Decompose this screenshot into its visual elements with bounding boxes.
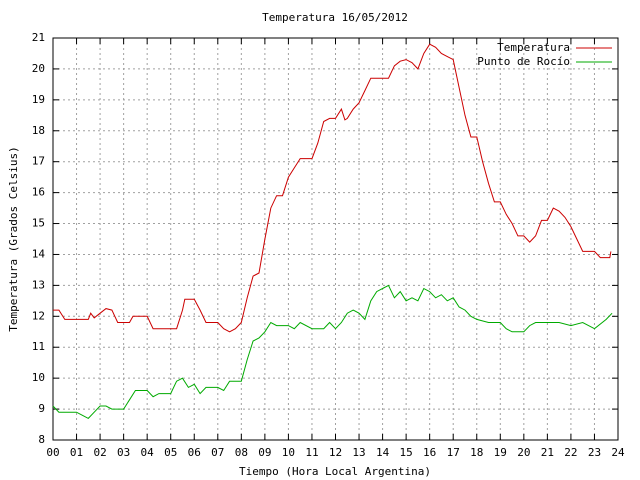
x-tick-label: 01 (70, 446, 83, 459)
x-tick-label: 12 (329, 446, 342, 459)
y-tick-label: 15 (32, 217, 45, 230)
y-tick-label: 17 (32, 155, 45, 168)
x-tick-label: 06 (188, 446, 201, 459)
x-tick-label: 10 (282, 446, 295, 459)
plot-border (52, 37, 619, 441)
chart-title: Temperatura 16/05/2012 (262, 11, 408, 24)
x-tick-label: 17 (447, 446, 460, 459)
x-tick-label: 07 (211, 446, 224, 459)
y-tick-label: 21 (32, 31, 45, 44)
x-tick-label: 09 (258, 446, 271, 459)
x-tick-label: 18 (470, 446, 483, 459)
x-tick-label: 05 (164, 446, 177, 459)
x-tick-label: 08 (235, 446, 248, 459)
x-tick-label: 11 (305, 446, 318, 459)
x-tick-label: 23 (588, 446, 601, 459)
y-axis-label: Temperatura (Grados Celsius) (7, 146, 20, 331)
x-tick-label: 14 (376, 446, 390, 459)
x-tick-label: 04 (141, 446, 155, 459)
y-tick-label: 12 (32, 309, 45, 322)
y-tick-label: 19 (32, 93, 45, 106)
x-tick-label: 15 (400, 446, 413, 459)
series-line (53, 43, 612, 333)
x-tick-label: 20 (517, 446, 530, 459)
x-tick-label: 24 (611, 446, 625, 459)
x-tick-label: 22 (564, 446, 577, 459)
x-tick-label: 13 (352, 446, 365, 459)
y-tick-label: 11 (32, 340, 45, 353)
y-tick-label: 13 (32, 278, 45, 291)
series-line (52, 284, 613, 420)
x-tick-label: 03 (117, 446, 130, 459)
y-tick-label: 10 (32, 371, 45, 384)
x-tick-label: 16 (423, 446, 436, 459)
x-tick-label: 21 (541, 446, 554, 459)
y-tick-label: 9 (38, 402, 45, 415)
x-tick-label: 02 (93, 446, 106, 459)
y-tick-label: 20 (32, 62, 45, 75)
x-axis-label: Tiempo (Hora Local Argentina) (239, 465, 431, 478)
legend-label: Temperatura (497, 41, 570, 54)
x-tick-label: 00 (46, 446, 59, 459)
y-tick-label: 8 (38, 433, 45, 446)
x-tick-label: 19 (494, 446, 507, 459)
legend-label: Punto de Rocío (477, 55, 570, 68)
y-tick-label: 16 (32, 186, 45, 199)
y-tick-label: 14 (32, 247, 46, 260)
y-tick-label: 18 (32, 124, 45, 137)
